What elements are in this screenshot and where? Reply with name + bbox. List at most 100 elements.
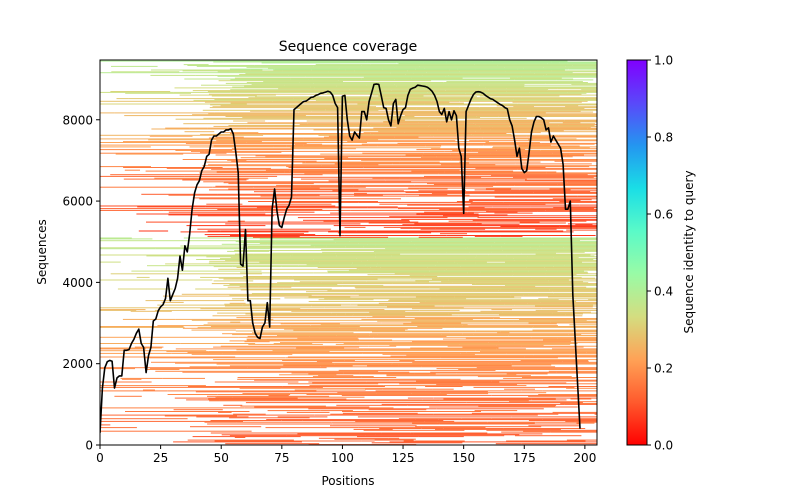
sequence-segment	[100, 390, 168, 392]
sequence-segment	[370, 125, 430, 126]
sequence-segment	[472, 284, 597, 285]
sequence-segment	[196, 65, 314, 67]
sequence-segment	[327, 270, 430, 272]
sequence-segment	[224, 303, 351, 305]
sequence-segment	[375, 390, 426, 392]
sequence-segment	[341, 394, 421, 396]
sequence-segment	[416, 149, 479, 151]
sequence-segment	[389, 441, 502, 443]
sequence-segment	[363, 76, 518, 78]
sequence-segment	[312, 382, 442, 384]
sequence-segment	[240, 240, 388, 242]
sequence-segment	[345, 313, 449, 315]
sequence-segment	[584, 337, 597, 339]
sequence-segment	[568, 68, 597, 70]
sequence-segment	[173, 91, 231, 93]
sequence-segment	[531, 336, 597, 338]
sequence-segment	[504, 242, 597, 244]
sequence-segment	[535, 309, 597, 311]
sequence-segment	[500, 103, 518, 105]
sequence-segment	[383, 121, 441, 123]
sequence-segment	[443, 398, 532, 400]
sequence-segment	[439, 423, 581, 425]
sequence-segment	[275, 214, 421, 216]
sequence-segment	[248, 343, 323, 345]
sequence-segment	[256, 133, 371, 134]
sequence-segment	[162, 377, 205, 379]
sequence-segment	[425, 176, 482, 178]
sequence-segment	[363, 429, 465, 431]
sequence-segment	[274, 68, 339, 70]
sequence-segment	[418, 235, 447, 236]
sequence-segment	[555, 241, 597, 243]
sequence-segment	[490, 237, 552, 239]
sequence-segment	[409, 242, 495, 243]
sequence-segment	[451, 159, 597, 160]
sequence-segment	[195, 391, 290, 393]
sequence-segment	[100, 352, 159, 354]
sequence-segment	[473, 134, 559, 136]
sequence-segment	[375, 399, 423, 401]
sequence-segment	[484, 211, 518, 213]
sequence-segment	[587, 127, 597, 129]
sequence-segment	[574, 94, 597, 96]
sequence-segment	[292, 187, 320, 189]
sequence-segment	[273, 69, 312, 71]
sequence-segment	[361, 143, 399, 145]
sequence-segment	[232, 256, 376, 258]
sequence-segment	[375, 244, 492, 246]
sequence-segment	[479, 107, 597, 109]
sequence-segment	[382, 353, 475, 355]
sequence-segment	[234, 77, 296, 79]
sequence-segment	[191, 150, 205, 152]
sequence-segment	[352, 315, 459, 317]
sequence-segment	[254, 379, 390, 381]
sequence-segment	[579, 204, 597, 206]
sequence-segment	[332, 423, 440, 425]
sequence-segment	[513, 120, 536, 122]
sequence-segment	[373, 133, 472, 135]
sequence-segment	[357, 328, 408, 330]
sequence-segment	[100, 430, 252, 432]
sequence-segment	[183, 237, 284, 239]
sequence-segment	[268, 67, 340, 69]
sequence-segment	[492, 60, 568, 62]
sequence-segment	[154, 309, 308, 311]
sequence-segment	[513, 274, 577, 276]
sequence-segment	[394, 66, 505, 68]
sequence-segment	[494, 242, 597, 243]
sequence-segment	[490, 104, 508, 106]
sequence-segment	[366, 84, 480, 86]
sequence-segment	[528, 425, 580, 427]
sequence-segment	[426, 94, 575, 96]
sequence-segment	[239, 74, 268, 75]
sequence-segment	[286, 166, 410, 168]
sequence-segment	[567, 91, 597, 93]
sequence-segment	[529, 397, 597, 399]
sequence-segment	[547, 418, 597, 420]
sequence-segment	[294, 389, 366, 391]
sequence-segment	[433, 123, 474, 125]
sequence-segment	[197, 228, 247, 230]
sequence-segment	[283, 288, 332, 290]
sequence-segment	[338, 68, 383, 70]
sequence-segment	[497, 65, 573, 66]
sequence-segment	[110, 91, 171, 92]
sequence-segment	[151, 128, 200, 130]
sequence-segment	[443, 428, 504, 429]
sequence-segment	[335, 128, 481, 130]
sequence-segment	[297, 433, 414, 435]
sequence-segment	[460, 107, 480, 109]
sequence-segment	[415, 419, 439, 421]
sequence-segment	[208, 113, 342, 115]
sequence-segment	[542, 183, 597, 185]
sequence-segment	[443, 215, 515, 217]
sequence-segment	[361, 159, 515, 161]
sequence-segment	[374, 439, 414, 441]
sequence-segment	[174, 87, 315, 89]
sequence-segment	[286, 411, 330, 413]
sequence-segment	[150, 74, 196, 76]
sequence-segment	[355, 287, 448, 289]
sequence-segment	[247, 367, 327, 369]
sequence-segment	[443, 338, 543, 340]
